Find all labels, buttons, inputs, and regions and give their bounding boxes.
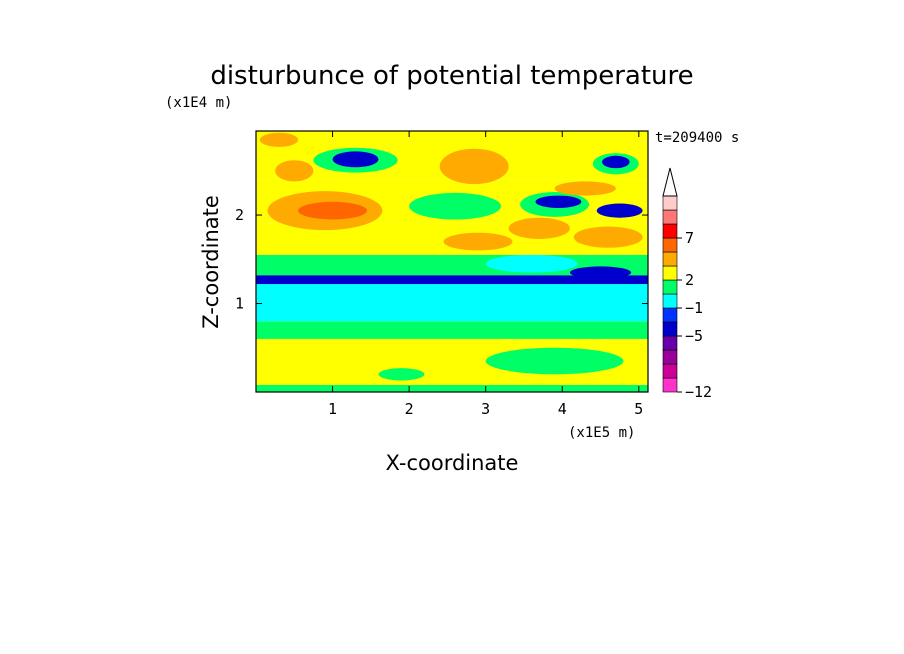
field-feature — [535, 195, 582, 208]
x-axis-label: X-coordinate — [386, 451, 519, 475]
y-tick-label: 2 — [235, 206, 244, 224]
field-feature — [596, 203, 643, 218]
field-feature — [378, 368, 425, 381]
field-feature — [259, 132, 299, 147]
colorbar-tick-label: −5 — [685, 327, 703, 345]
x-unit-label: (x1E5 m) — [568, 425, 635, 441]
field-band — [256, 284, 648, 322]
colorbar-segment — [662, 321, 678, 337]
x-axis-ticks: 1 2 3 4 5 — [328, 131, 643, 418]
colorbar-segment — [662, 377, 678, 393]
colorbar-segment — [662, 335, 678, 351]
y-unit-label: (x1E4 m) — [165, 95, 232, 111]
y-axis-label: Z-coordinate — [199, 195, 223, 329]
field-feature — [409, 192, 501, 220]
colorbar-segment — [662, 307, 678, 323]
field-feature — [485, 347, 624, 375]
x-tick-label: 1 — [328, 400, 337, 418]
colorbar-segment — [662, 279, 678, 295]
field-band — [256, 275, 648, 285]
x-tick-label: 3 — [481, 400, 490, 418]
colorbar-tick-label: −1 — [685, 299, 703, 317]
colorbar-tick-label: 7 — [685, 229, 694, 247]
field-feature — [298, 201, 368, 220]
chart-title: disturbunce of potential temperature — [210, 61, 693, 91]
field-feature — [443, 232, 513, 251]
colorbar-segment — [662, 363, 678, 379]
x-tick-label: 5 — [634, 400, 643, 418]
field-feature — [439, 148, 509, 185]
x-tick-label: 4 — [558, 400, 567, 418]
field-band — [256, 384, 648, 392]
colorbar-segment — [662, 209, 678, 225]
colorbar-segment — [662, 195, 678, 211]
colorbar-tick-label: −12 — [685, 383, 712, 401]
x-tick-label: 2 — [405, 400, 414, 418]
contour-field — [256, 131, 648, 392]
y-axis-ticks: 12 — [235, 206, 648, 313]
field-feature — [554, 181, 616, 196]
time-label: t=209400 s — [655, 130, 739, 146]
plot-frame — [255, 130, 649, 393]
field-feature — [569, 266, 632, 279]
field-feature — [275, 160, 314, 182]
field-band — [256, 321, 648, 339]
field-feature — [602, 155, 630, 169]
colorbar-tick-label: 2 — [685, 271, 694, 289]
field-feature — [508, 217, 570, 239]
field-feature — [332, 151, 379, 168]
colorbar-segment — [662, 251, 678, 267]
y-tick-label: 1 — [235, 295, 244, 313]
colorbar-segment — [662, 293, 678, 309]
colorbar-segment — [662, 265, 678, 281]
field-feature — [485, 254, 578, 273]
colorbar-segment — [662, 223, 678, 239]
colorbar-segment — [662, 349, 678, 365]
colorbar-segment — [662, 237, 678, 253]
colorbar-extend-arrow — [662, 167, 678, 197]
colorbar: 7 2 −1 −5 −12 — [662, 167, 712, 401]
field-feature — [573, 226, 643, 248]
